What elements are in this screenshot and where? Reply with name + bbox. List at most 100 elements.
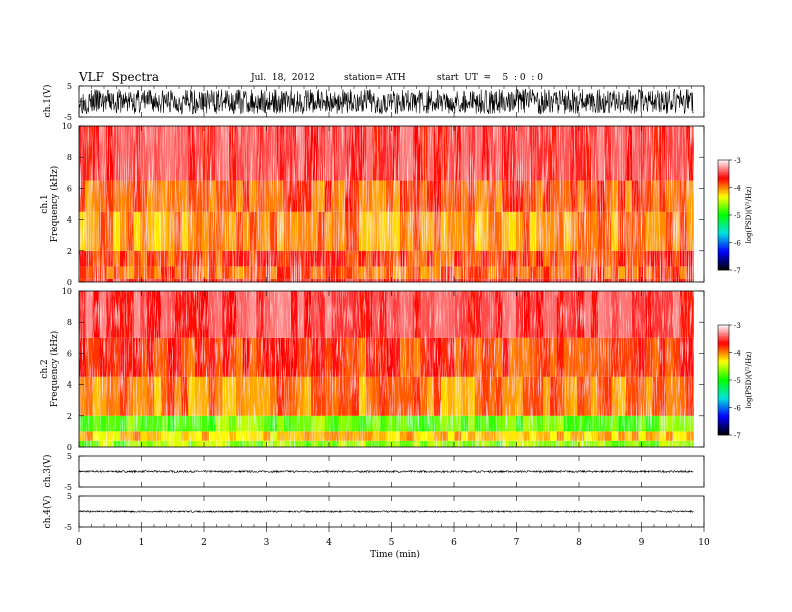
spectrogram-cell [570, 250, 578, 267]
spectrogram-cell [420, 211, 428, 251]
colorbar-swatch [718, 381, 729, 384]
spectrogram-cell [154, 266, 162, 279]
spectrogram-cell [420, 180, 428, 212]
spectrogram-cell [652, 337, 660, 377]
spectrogram-cell [427, 415, 435, 432]
spectrogram-cell [638, 266, 646, 279]
spectrogram-cell [256, 291, 264, 338]
spectrogram-cell [208, 440, 216, 447]
spectrogram-cell [106, 211, 114, 251]
spectrogram-cell [249, 291, 257, 338]
colorbar-swatch [718, 198, 729, 201]
colorbar-swatch [718, 209, 729, 212]
spectrogram-cell [85, 266, 94, 279]
spectrogram-cell [420, 250, 428, 267]
spectrogram-cell [208, 415, 216, 432]
spectrogram-cell [99, 337, 107, 377]
spectrogram-cell [645, 440, 653, 447]
ch1-spectrogram-panel: 0 2 4 6 8 10 ch.1 Frequency (kHz) -3 -4 -5 -6 -7 l… [40, 122, 753, 287]
spectrogram-cell [495, 376, 503, 416]
spectrogram-cell [263, 180, 271, 212]
spectrogram-cell [297, 337, 305, 377]
colorbar-tick-label: -6 [734, 405, 741, 413]
spectrogram-cell [317, 211, 326, 251]
colorbar-swatch [718, 424, 729, 427]
spectrogram-cell [92, 180, 100, 212]
spectrogram-cell [99, 440, 107, 447]
spectrogram-cell [406, 211, 414, 251]
spectrogram-cell [379, 415, 387, 432]
spectrogram-cell [99, 126, 107, 181]
colorbar-swatch [718, 178, 729, 181]
spectrogram-cell [379, 431, 387, 441]
spectrogram-cell [188, 211, 196, 251]
spectrogram-cell [195, 337, 203, 377]
spectrogram-cell [474, 266, 483, 279]
spectrogram-cell [604, 376, 612, 416]
xtick-label: 3 [264, 538, 270, 548]
spectrogram-cell [236, 440, 244, 447]
colorbar-swatch [718, 264, 729, 267]
spectrogram-cell [659, 337, 667, 377]
spectrogram-cell [652, 211, 660, 251]
spectrogram-cell [195, 278, 203, 282]
spectrogram-cell [611, 337, 619, 377]
spectrogram-cell [556, 250, 565, 267]
spectrogram-cell [577, 291, 585, 338]
spectrogram-cell [345, 250, 353, 267]
spectrogram-cell [461, 415, 469, 432]
spectrogram-cell [454, 278, 462, 282]
spectrogram-cell [672, 250, 681, 267]
spectrogram-cell [686, 180, 694, 212]
spectrogram-cell [440, 440, 449, 447]
spectrogram-cell [126, 440, 135, 447]
spectrogram-cell [672, 266, 681, 279]
spectrogram-cell [406, 266, 414, 279]
spectrogram-cell [399, 278, 408, 282]
start-time-label: start UT = 5 : 0 : 0 [437, 73, 543, 83]
spectrogram-cell [631, 440, 640, 447]
spectrogram-cell [297, 431, 305, 441]
spectrogram-cell [590, 250, 599, 267]
spectrogram-cell [181, 266, 189, 279]
spectrogram-cell [495, 250, 503, 267]
spectrogram-cell [379, 440, 387, 447]
spectrogram-cell [208, 291, 216, 338]
spectrogram-cell [331, 376, 339, 416]
spectrogram-cell [126, 415, 135, 432]
spectrogram-cell [447, 431, 455, 441]
spectrogram-cell [393, 126, 401, 181]
colorbar-swatch [718, 183, 729, 186]
colorbar-swatch [718, 385, 729, 388]
spectrogram-cell [106, 180, 114, 212]
spectrogram-cell [79, 337, 87, 377]
spectrogram-cell [386, 278, 394, 282]
spectrogram-cell [659, 266, 667, 279]
colorbar-swatch [718, 176, 729, 179]
colorbar-swatch [718, 218, 729, 221]
spectrogram-cell [454, 211, 462, 251]
colorbar-swatch [718, 204, 729, 207]
spectrogram-cell [126, 291, 135, 338]
spectrogram-cell [365, 431, 373, 441]
spectrogram-cell [652, 266, 660, 279]
spectrogram-cell [276, 126, 285, 181]
colorbar-tick-label: -3 [734, 322, 741, 330]
ch3-waveform-line [78, 469, 694, 474]
spectrogram-cell [133, 250, 141, 267]
spectrogram-cell [113, 291, 121, 338]
colorbar-swatch [718, 391, 729, 394]
spectrogram-cell [147, 440, 155, 447]
spectrogram-cell [140, 291, 148, 338]
spectrogram-cell [386, 415, 394, 432]
spectrogram-cell [147, 431, 155, 441]
spectrogram-cell [379, 126, 387, 181]
spectrogram-cell [509, 278, 517, 282]
spectrogram-cell [433, 337, 442, 377]
colorbar-swatch [718, 433, 729, 436]
spectrogram-cell [570, 278, 578, 282]
spectrogram-cell [625, 337, 633, 377]
spectrogram-cell [645, 180, 653, 212]
colorbar-label: log(PSD)(V²/Hz) [745, 186, 753, 243]
spectrogram-cell [550, 376, 558, 416]
